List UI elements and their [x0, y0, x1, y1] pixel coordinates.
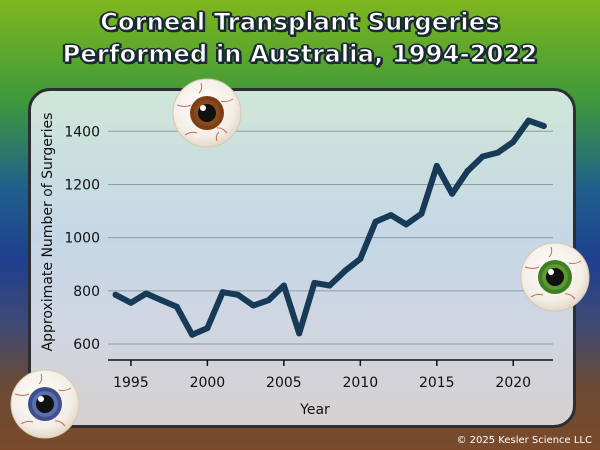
- axes: [108, 359, 553, 366]
- tick-labels: 600 800 1000 1200 1400 1995 2000 2005 2010 2015 20…: [64, 124, 531, 391]
- data-point: [510, 138, 517, 145]
- y-tick-label: 1200: [64, 177, 100, 193]
- data-point: [449, 190, 456, 197]
- y-tick-label: 1400: [64, 124, 100, 140]
- plot-panel: [28, 88, 576, 428]
- data-point: [219, 289, 226, 296]
- data-point: [433, 162, 440, 169]
- data-point: [540, 123, 547, 129]
- data-point: [311, 279, 318, 286]
- data-point: [112, 291, 119, 298]
- x-tick-label: 1995: [113, 375, 149, 391]
- data-point: [235, 291, 241, 298]
- data-point: [403, 221, 410, 228]
- x-tick-label: 2010: [342, 375, 378, 391]
- x-tick-label: 2005: [266, 375, 302, 391]
- x-tick-label: 2015: [419, 375, 455, 391]
- data-point: [418, 210, 425, 217]
- data-point: [204, 325, 211, 332]
- data-point: [296, 330, 303, 337]
- data-point: [326, 282, 333, 289]
- series-line: [112, 117, 547, 338]
- data-point: [479, 153, 486, 160]
- data-point: [158, 297, 165, 304]
- data-point: [357, 255, 364, 262]
- x-tick-label: 2000: [190, 375, 226, 391]
- y-tick-label: 800: [73, 284, 100, 300]
- green-eyeball-icon: [520, 242, 590, 312]
- data-point: [250, 302, 257, 309]
- data-point: [189, 331, 196, 338]
- chart-title-line-1: Corneal Transplant Surgeries: [100, 8, 500, 37]
- data-point: [494, 149, 501, 156]
- series-layer: [112, 117, 547, 338]
- data-point: [372, 218, 379, 225]
- brown-eyeball-icon: [172, 78, 242, 148]
- data-point: [387, 212, 394, 219]
- y-tick-label: 1000: [64, 231, 100, 247]
- blue-eyeball-icon: [10, 369, 80, 439]
- y-tick-label: 600: [73, 337, 100, 353]
- x-tick-label: 2020: [495, 375, 531, 391]
- data-point: [525, 117, 532, 124]
- data-point: [342, 267, 348, 274]
- data-point: [143, 290, 150, 297]
- grid-lines: [108, 130, 553, 345]
- data-point: [127, 299, 134, 306]
- x-axis-title: Year: [299, 402, 330, 418]
- data-point: [265, 297, 272, 304]
- data-point: [280, 282, 287, 289]
- copyright-notice: © 2025 Kesler Science LLC: [456, 435, 592, 446]
- y-axis-title: Approximate Number of Surgeries: [40, 113, 56, 352]
- chart-title-line-2: Performed in Australia, 1994-2022: [62, 40, 538, 69]
- data-point: [464, 168, 471, 175]
- data-point: [173, 303, 180, 310]
